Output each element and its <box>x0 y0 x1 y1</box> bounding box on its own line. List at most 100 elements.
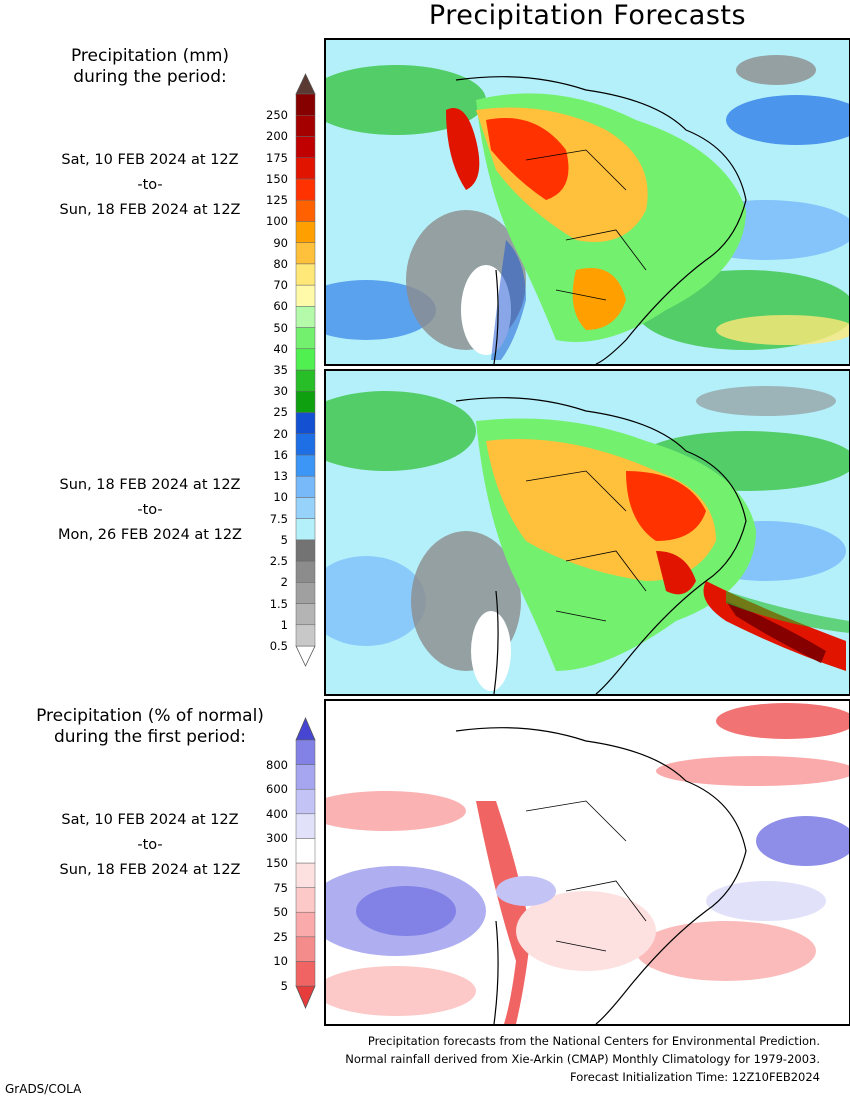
amount-tick-label: 0.5 <box>269 639 288 653</box>
map-panel-period-2 <box>324 369 850 696</box>
amount-tick-label: 35 <box>273 363 288 377</box>
amount-tick-label: 175 <box>266 150 288 165</box>
percent-normal-map <box>326 701 849 1024</box>
amount-tick-label: 100 <box>266 214 288 229</box>
amount-tick-label: 60 <box>273 299 288 314</box>
page-title: Precipitation Forecasts <box>428 0 747 31</box>
amount-tick-label: 5 <box>280 532 288 547</box>
percent-tick-label: 600 <box>266 782 288 797</box>
footer-line-2: Normal rainfall derived from Xie-Arkin (… <box>345 1052 820 1066</box>
amount-tick-label: 50 <box>273 320 288 335</box>
percent-swatch <box>295 936 316 962</box>
period-1-start: Sat, 10 FEB 2024 at 12Z <box>61 152 239 168</box>
period-3-label: Sat, 10 FEB 2024 at 12Z -to- Sun, 18 FEB… <box>0 808 300 883</box>
amount-tick-label: 25 <box>273 405 288 420</box>
amount-swatch <box>295 136 316 158</box>
amount-swatch <box>295 433 316 456</box>
amount-swatch <box>295 306 316 328</box>
period-2-sep: -to- <box>137 502 163 518</box>
amount-swatch <box>295 582 316 604</box>
percent-swatch <box>295 838 316 864</box>
period-2-start: Sun, 18 FEB 2024 at 12Z <box>59 477 241 493</box>
amount-swatch <box>295 560 316 583</box>
amount-arrow-bottom <box>295 645 316 667</box>
amount-swatch <box>295 221 316 243</box>
map-panel-period-1 <box>324 38 850 366</box>
percent-arrow-bottom <box>295 985 316 1010</box>
footer-notes: Precipitation forecasts from the Nationa… <box>345 1032 820 1086</box>
percent-tick-label: 300 <box>266 831 288 846</box>
amount-swatch <box>295 327 316 350</box>
footer-line-1: Precipitation forecasts from the Nationa… <box>367 1034 820 1048</box>
percent-tick-label: 25 <box>273 929 288 944</box>
amount-swatch <box>295 497 316 519</box>
percent-tick-label: 75 <box>273 880 288 895</box>
amount-tick-label: 125 <box>266 193 288 208</box>
percent-legend-heading-line2: during the first period: <box>53 727 247 747</box>
amount-tick-label: 1 <box>280 617 288 632</box>
period-2-end: Mon, 26 FEB 2024 at 12Z <box>58 527 242 543</box>
precip-map-1 <box>326 40 849 364</box>
amount-tick-label: 10 <box>273 490 288 505</box>
amount-tick-label: 2 <box>280 575 288 590</box>
period-3-end: Sun, 18 FEB 2024 at 12Z <box>59 862 241 878</box>
amount-colorbar-svg <box>295 73 316 667</box>
amount-colorbar: 0.5 1 1.5 2 2.5 5 7.5 10 13 16 20 25 30 35 40 50 60 70 80 9… <box>0 0 330 680</box>
amount-tick-label: 80 <box>273 256 288 271</box>
amount-swatch <box>295 348 316 371</box>
percent-tick-label: 150 <box>266 856 288 870</box>
percent-colorbar-svg <box>295 716 316 1010</box>
percent-swatch <box>295 739 316 765</box>
percent-swatch <box>295 764 316 790</box>
percent-tick-label: 50 <box>273 905 288 920</box>
amount-swatch <box>295 369 316 392</box>
amount-tick-label: 16 <box>273 447 288 462</box>
amount-tick-label: 13 <box>273 469 288 484</box>
amount-tick-label: 150 <box>266 171 288 186</box>
percent-swatch <box>295 788 316 815</box>
amount-tick-label: 2.5 <box>269 554 288 569</box>
amount-swatch <box>295 199 316 222</box>
percent-colorbar: 5 10 25 50 75 150 300 400 600 800 <box>0 700 330 1030</box>
period-3-sep: -to- <box>137 837 163 853</box>
amount-swatch <box>295 518 316 541</box>
percent-swatch <box>295 961 316 987</box>
amount-swatch <box>295 284 316 307</box>
percent-legend-heading-line1: Precipitation (% of normal) <box>36 706 264 726</box>
amount-swatch <box>295 475 316 498</box>
amount-swatch <box>295 624 316 647</box>
percent-tick-label: 800 <box>266 757 288 772</box>
period-3-start: Sat, 10 FEB 2024 at 12Z <box>61 812 239 828</box>
percent-legend-heading: Precipitation (% of normal) during the f… <box>0 706 300 748</box>
amount-arrow-top <box>295 73 316 95</box>
amount-swatch <box>295 412 316 434</box>
percent-arrow-top <box>295 716 316 741</box>
grads-credit: GrADS/COLA <box>5 1082 82 1096</box>
amount-tick-label: 7.5 <box>269 511 288 526</box>
amount-tick-label: 20 <box>273 426 288 441</box>
map-panel-percent-normal <box>324 699 850 1026</box>
amount-swatch <box>295 454 316 477</box>
period-1-sep: -to- <box>137 177 163 193</box>
percent-tick-label: 400 <box>266 806 288 821</box>
amount-tick-label: 250 <box>266 108 288 123</box>
percent-swatch <box>295 813 316 839</box>
footer-line-3: Forecast Initialization Time: 12Z10FEB20… <box>570 1070 820 1084</box>
percent-swatch <box>295 862 316 888</box>
period-1-label: Sat, 10 FEB 2024 at 12Z -to- Sun, 18 FEB… <box>0 148 300 223</box>
amount-swatch <box>295 157 316 180</box>
amount-swatch <box>295 390 316 413</box>
amount-swatch <box>295 178 316 201</box>
percent-swatch <box>295 887 316 913</box>
amount-swatch <box>295 93 316 116</box>
amount-tick-label: 1.5 <box>269 596 288 611</box>
percent-swatch <box>295 911 316 938</box>
amount-swatch <box>295 603 316 626</box>
precip-map-2 <box>326 371 849 694</box>
amount-legend-heading: Precipitation (mm) during the period: <box>0 46 300 88</box>
amount-tick-label: 30 <box>273 384 288 399</box>
amount-swatch <box>295 539 316 562</box>
percent-tick-label: 10 <box>273 954 288 969</box>
amount-tick-label: 40 <box>273 341 288 356</box>
amount-swatch <box>295 242 316 265</box>
